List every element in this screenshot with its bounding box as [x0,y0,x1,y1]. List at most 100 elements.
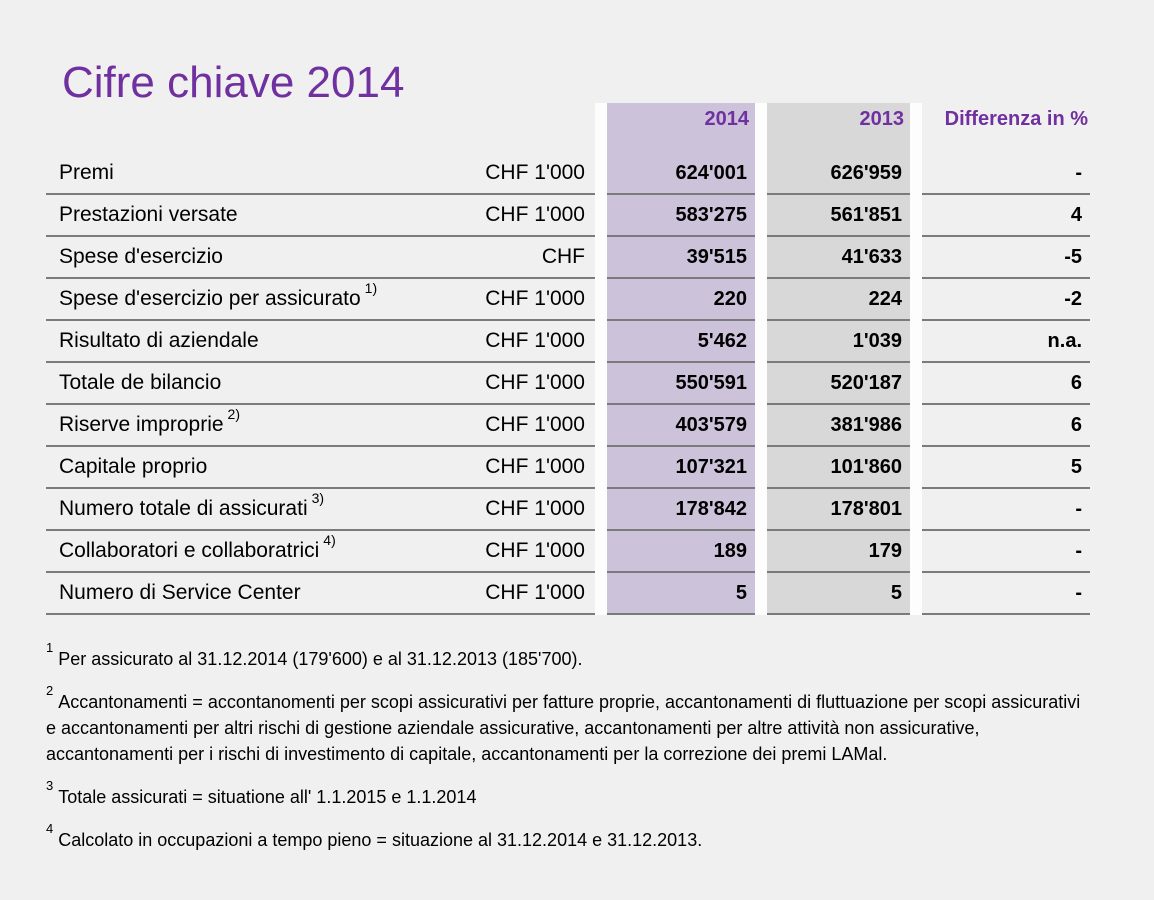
value-differenza: - [922,153,1090,195]
row-label-cell: Numero totale di assicurati 3) CHF 1'000 [46,489,595,531]
value-2014: 39'515 [607,237,755,279]
footnote-marker: 3 [46,778,54,793]
footnote: 2Accantonamenti = accontanomenti per sco… [46,684,1094,767]
footnote: 4 Calcolato in occupazioni a tempo pieno … [46,822,1094,853]
row-unit: CHF [541,245,585,268]
footnote-marker: 4 [46,821,54,836]
row-label: Capitale proprio [59,455,208,478]
row-unit: CHF 1'000 [485,203,585,226]
column-gap [755,237,767,279]
row-unit: CHF 1'000 [485,413,585,436]
row-label-cell: Collaboratori e collaboratrici 4) CHF 1'00… [46,531,595,573]
column-gap [910,489,922,531]
footnote-text: Calcolato in occupazioni a tempo pieno =… [58,830,703,850]
row-label-cell: Riserve improprie 2) CHF 1'000 [46,405,595,447]
value-2013: 5 [767,573,910,615]
value-2013: 520'187 [767,363,910,405]
value-2013: 41'633 [767,237,910,279]
column-gap [910,405,922,447]
column-gap [910,279,922,321]
value-2014: 550'591 [607,363,755,405]
column-gap [910,363,922,405]
value-differenza: 6 [922,405,1090,447]
row-label-footnote-ref: 2) [227,406,240,422]
row-unit: CHF 1'000 [485,497,585,520]
column-gap [755,195,767,237]
value-differenza: 5 [922,447,1090,489]
footnotes: 1 Per assicurato al 31.12.2014 (179'600) … [46,641,1094,870]
value-2014: 178'842 [607,489,755,531]
column-gap [755,363,767,405]
row-unit: CHF 1'000 [485,371,585,394]
row-label-cell: Premi CHF 1'000 [46,153,595,195]
footnote-text: Per assicurato al 31.12.2014 (179'600) e… [58,649,583,669]
value-2013: 561'851 [767,195,910,237]
column-gap [910,103,922,153]
column-gap [755,447,767,489]
row-unit: CHF 1'000 [485,329,585,352]
row-label-cell: Spese d'esercizio per assicurato 1) CHF 1'… [46,279,595,321]
value-differenza: - [922,573,1090,615]
row-unit: CHF 1'000 [485,455,585,478]
column-gap [910,237,922,279]
footnote-text: Accantonamenti = accontanomenti per scop… [46,692,1081,764]
row-unit: CHF 1'000 [485,161,585,184]
column-gap [595,405,607,447]
row-label-footnote-ref: 4) [323,532,336,548]
value-2014: 107'321 [607,447,755,489]
value-2013: 1'039 [767,321,910,363]
row-label: Prestazioni versate [59,203,238,226]
column-gap [595,447,607,489]
value-2013: 178'801 [767,489,910,531]
value-2014: 624'001 [607,153,755,195]
row-label-cell: Capitale proprio CHF 1'000 [46,447,595,489]
value-differenza: n.a. [922,321,1090,363]
column-gap [755,279,767,321]
value-2013: 101'860 [767,447,910,489]
row-label: Riserve improprie 2) [59,406,240,436]
column-gap [595,153,607,195]
value-2013: 179 [767,531,910,573]
row-label-footnote-ref: 1) [364,280,378,296]
column-gap [595,321,607,363]
value-2013: 224 [767,279,910,321]
column-gap [755,321,767,363]
value-2014: 5 [607,573,755,615]
row-label: Collaboratori e collaboratrici 4) [59,532,336,562]
value-differenza: - [922,489,1090,531]
key-figures-table: 2014 2013 Differenza in % Premi CHF 1'000… [46,103,1090,615]
column-gap [910,531,922,573]
column-gap [910,447,922,489]
column-gap [755,531,767,573]
column-gap [755,153,767,195]
column-header-differenza: Differenza in % [944,108,1088,130]
row-label: Spese d'esercizio [59,245,223,268]
column-gap [910,573,922,615]
page-title: Cifre chiave 2014 [62,58,405,108]
row-label: Totale de bilancio [59,371,222,394]
value-differenza: 4 [922,195,1090,237]
column-gap [595,195,607,237]
column-gap [595,237,607,279]
value-differenza: -5 [922,237,1090,279]
value-2013: 626'959 [767,153,910,195]
column-gap [595,363,607,405]
column-gap [595,573,607,615]
row-unit: CHF 1'000 [485,287,585,310]
row-label-footnote-ref: 3) [311,490,325,506]
value-2014: 189 [607,531,755,573]
row-label: Premi [59,161,114,184]
column-gap [755,405,767,447]
value-2013: 381'986 [767,405,910,447]
column-gap [755,489,767,531]
column-gap [755,103,767,153]
column-gap [595,531,607,573]
value-2014: 583'275 [607,195,755,237]
row-unit: CHF 1'000 [485,539,585,562]
value-2014: 5'462 [607,321,755,363]
column-gap [910,153,922,195]
row-label: Risultato di aziendale [59,329,259,352]
value-2014: 220 [607,279,755,321]
row-label-cell: Risultato di aziendale CHF 1'000 [46,321,595,363]
column-gap [595,103,607,153]
